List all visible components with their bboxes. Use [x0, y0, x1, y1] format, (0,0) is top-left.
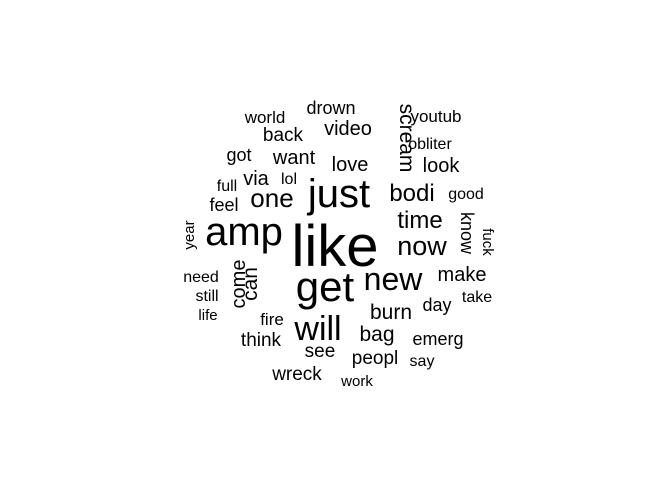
- word-one: one: [250, 183, 293, 213]
- word-bodi: bodi: [389, 180, 434, 207]
- word-just: just: [307, 172, 370, 216]
- word-fire: fire: [260, 310, 284, 329]
- word-take: take: [462, 289, 492, 306]
- word-year: year: [181, 220, 198, 249]
- word-new: new: [364, 261, 424, 297]
- word-come: come: [228, 260, 250, 309]
- word-video: video: [324, 118, 372, 140]
- word-look: look: [423, 155, 461, 177]
- word-drown: drown: [306, 98, 355, 118]
- word-fuck: fuck: [479, 228, 496, 256]
- word-obliter: obliter: [408, 136, 452, 153]
- word-like: like: [291, 214, 378, 279]
- word-get: get: [296, 263, 355, 310]
- word-emerg: emerg: [412, 329, 463, 349]
- word-world: world: [244, 108, 286, 127]
- word-now: now: [397, 231, 447, 261]
- word-day: day: [422, 295, 451, 315]
- word-work: work: [340, 373, 373, 390]
- word-make: make: [438, 264, 487, 286]
- word-burn: burn: [370, 301, 412, 324]
- word-love: love: [332, 154, 369, 176]
- word-bag: bag: [359, 323, 394, 346]
- word-say: say: [410, 353, 435, 370]
- word-life: life: [198, 307, 217, 324]
- word-wreck: wreck: [271, 364, 322, 385]
- word-time: time: [397, 207, 442, 234]
- word-full: full: [217, 178, 237, 195]
- word-think: think: [241, 330, 282, 351]
- word-will: will: [293, 310, 341, 348]
- word-youtub: youtub: [410, 107, 461, 126]
- word-can: can: [239, 267, 262, 301]
- word-need: need: [183, 269, 219, 286]
- word-want: want: [272, 147, 316, 169]
- word-know: know: [457, 212, 477, 255]
- word-scream: scream: [395, 104, 418, 173]
- word-still: still: [195, 288, 218, 305]
- word-back: back: [263, 125, 304, 146]
- word-see: see: [305, 341, 336, 362]
- word-got: got: [226, 145, 251, 165]
- word-good: good: [448, 186, 484, 203]
- word-amp: amp: [205, 210, 283, 254]
- word-peopl: peopl: [352, 348, 399, 369]
- word-via: via: [243, 168, 269, 190]
- word-feel: feel: [209, 195, 238, 215]
- word-lol: lol: [281, 171, 297, 188]
